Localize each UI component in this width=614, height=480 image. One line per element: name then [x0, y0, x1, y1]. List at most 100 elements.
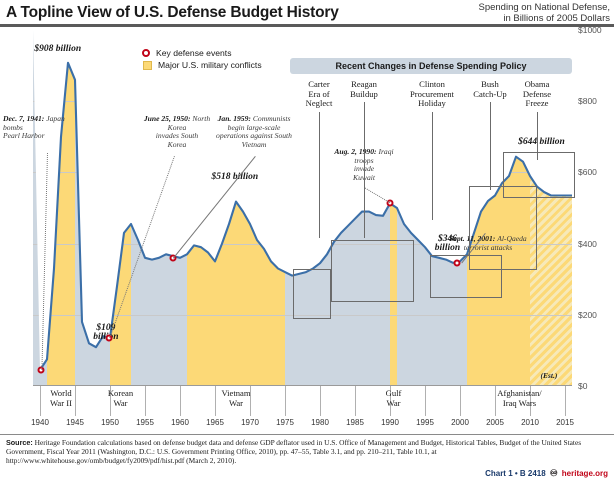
year-label: 1995: [416, 418, 434, 427]
conflict-name: Gulf War: [385, 388, 402, 408]
axis-tick: [180, 386, 181, 416]
value-label-908: $908 billion: [34, 44, 82, 55]
axis-tick: [530, 386, 531, 416]
axis-tick: [355, 386, 356, 416]
year-label: 1950: [101, 418, 119, 427]
axis-tick: [565, 386, 566, 416]
year-label: 1980: [311, 418, 329, 427]
axis-tick: [425, 386, 426, 416]
x-axis-baseline: [33, 385, 572, 386]
key-event-dot[interactable]: [105, 334, 113, 342]
footer-divider: [0, 434, 614, 435]
site-url[interactable]: heritage.org: [561, 469, 608, 478]
event-date: Aug. 2, 1990:: [334, 147, 377, 156]
y-axis-tick: $0: [578, 381, 588, 391]
heritage-logo-icon: ♾: [549, 468, 558, 478]
y-axis-tick: $1000: [578, 25, 602, 35]
legend-label-events: Key defense events: [156, 48, 232, 58]
conflict-name: Afghanistan/Iraq Wars: [497, 388, 542, 408]
legend-item-events: Key defense events: [142, 48, 262, 58]
event-date: June 25, 1950:: [143, 114, 191, 123]
policy-stem-2: [364, 102, 365, 238]
event-date: Jan. 1959:: [217, 114, 251, 123]
policy-label-1: Carter Era of Neglect: [305, 79, 333, 109]
chart-plot-area: $1000 $800 $600 $400 $200 $0 $908 billion $109…: [3, 25, 602, 391]
policy-box-2[interactable]: [331, 240, 414, 302]
legend-item-conflicts: Major U.S. military conflicts: [142, 60, 262, 70]
event-annotation: Jan. 1959: Communists begin large-scale op…: [211, 114, 297, 149]
above-curve-mask: [33, 30, 572, 370]
event-text: North Korea invades South Korea: [155, 114, 211, 149]
axis-tick: [320, 386, 321, 416]
event-text: Al-Qaeda terrorist attacks: [463, 234, 527, 252]
conflict-band: [390, 30, 397, 386]
key-event-dot[interactable]: [453, 259, 461, 267]
estimate-label: (Est.): [540, 371, 558, 381]
axis-tick: [110, 386, 111, 416]
event-annotation: June 25, 1950: North Korea invades South K…: [141, 114, 213, 149]
year-label: 1940: [31, 418, 49, 427]
axis-tick: [250, 386, 251, 416]
policy-stem-1: [319, 112, 320, 238]
year-label: 1990: [381, 418, 399, 427]
value-label-644: $644 billion: [518, 136, 565, 147]
units-line-1: Spending on National Defense,: [478, 2, 610, 13]
key-event-dot[interactable]: [37, 366, 45, 374]
legend-label-conflicts: Major U.S. military conflicts: [158, 60, 262, 70]
axis-tick: [75, 386, 76, 416]
conflict-name: Korean War: [107, 388, 134, 408]
page-title: A Topline View of U.S. Defense Budget Hi…: [6, 4, 339, 21]
spending-line: [38, 61, 572, 372]
y-axis-tick: $200: [578, 309, 597, 320]
y-axis-tick: $400: [578, 238, 597, 249]
chart-credit: Chart 1 • B 2418 ♾ heritage.org: [485, 468, 608, 479]
event-annotation: Sept. 11, 2001: Al-Qaeda terrorist attack…: [448, 234, 528, 252]
year-label: 1985: [346, 418, 364, 427]
year-label: 2005: [486, 418, 504, 427]
year-label: 2010: [521, 418, 539, 427]
units-caption: Spending on National Defense, in Billion…: [410, 2, 610, 24]
policy-box-4[interactable]: [469, 186, 537, 270]
y-axis-tick: $600: [578, 167, 597, 178]
year-label: 2000: [451, 418, 469, 427]
axis-tick: [215, 386, 216, 416]
year-label: 1975: [276, 418, 294, 427]
chart-legend: Key defense events Major U.S. military c…: [142, 48, 262, 72]
year-label: 2015: [556, 418, 574, 427]
units-line-2: in Billions of 2005 Dollars: [503, 13, 610, 24]
year-label: 1970: [241, 418, 259, 427]
policy-label-3: Clinton Procurement Holiday: [410, 79, 454, 109]
x-axis-year-labels: 1940 1945 1950 1955 1960 1965 1970 1975 1980 1985…: [31, 418, 574, 432]
key-event-dot[interactable]: [386, 199, 394, 207]
chart-id: Chart 1 • B 2418: [485, 469, 546, 478]
policy-box-5[interactable]: [503, 152, 575, 198]
axis-tick: [460, 386, 461, 416]
conflict-label-row: World War II Korean War Vietnam War Gulf War Afg…: [33, 386, 572, 418]
key-event-dot[interactable]: [169, 254, 177, 262]
key-event-dot-icon: [142, 49, 150, 57]
policy-box-3[interactable]: [430, 255, 502, 298]
conflict-swatch-icon: [143, 60, 152, 70]
gridline: [33, 314, 572, 316]
policy-label-2: Reagan Buildup: [350, 79, 378, 99]
event-annotation: Dec. 7, 1941: Japan bombs Pearl Harbor: [3, 114, 83, 141]
header-divider: [0, 24, 614, 27]
value-label-346: $346 billion: [434, 233, 461, 253]
year-label: 1965: [206, 418, 224, 427]
policy-stem-5: [537, 112, 538, 160]
event-date: Dec. 7, 1941:: [3, 114, 45, 123]
policy-stem-3: [432, 112, 433, 220]
policy-label-4: Bush Catch-Up: [473, 79, 507, 99]
axis-tick: [495, 386, 496, 416]
policy-box-1[interactable]: [293, 269, 331, 319]
event-date: Sept. 11, 2001:: [449, 234, 496, 243]
defense-spending-area-chart: [33, 30, 572, 372]
source-note: Source: Heritage Foundation calculations…: [6, 438, 608, 466]
year-label: 1955: [136, 418, 154, 427]
axis-tick: [40, 386, 41, 416]
policy-label-5: Obama Defense Freeze: [522, 79, 552, 109]
conflict-name: Vietnam War: [221, 388, 251, 408]
value-label-518: $518 billion: [211, 172, 259, 183]
event-text: Communists begin large-scale operations ag…: [216, 114, 292, 149]
